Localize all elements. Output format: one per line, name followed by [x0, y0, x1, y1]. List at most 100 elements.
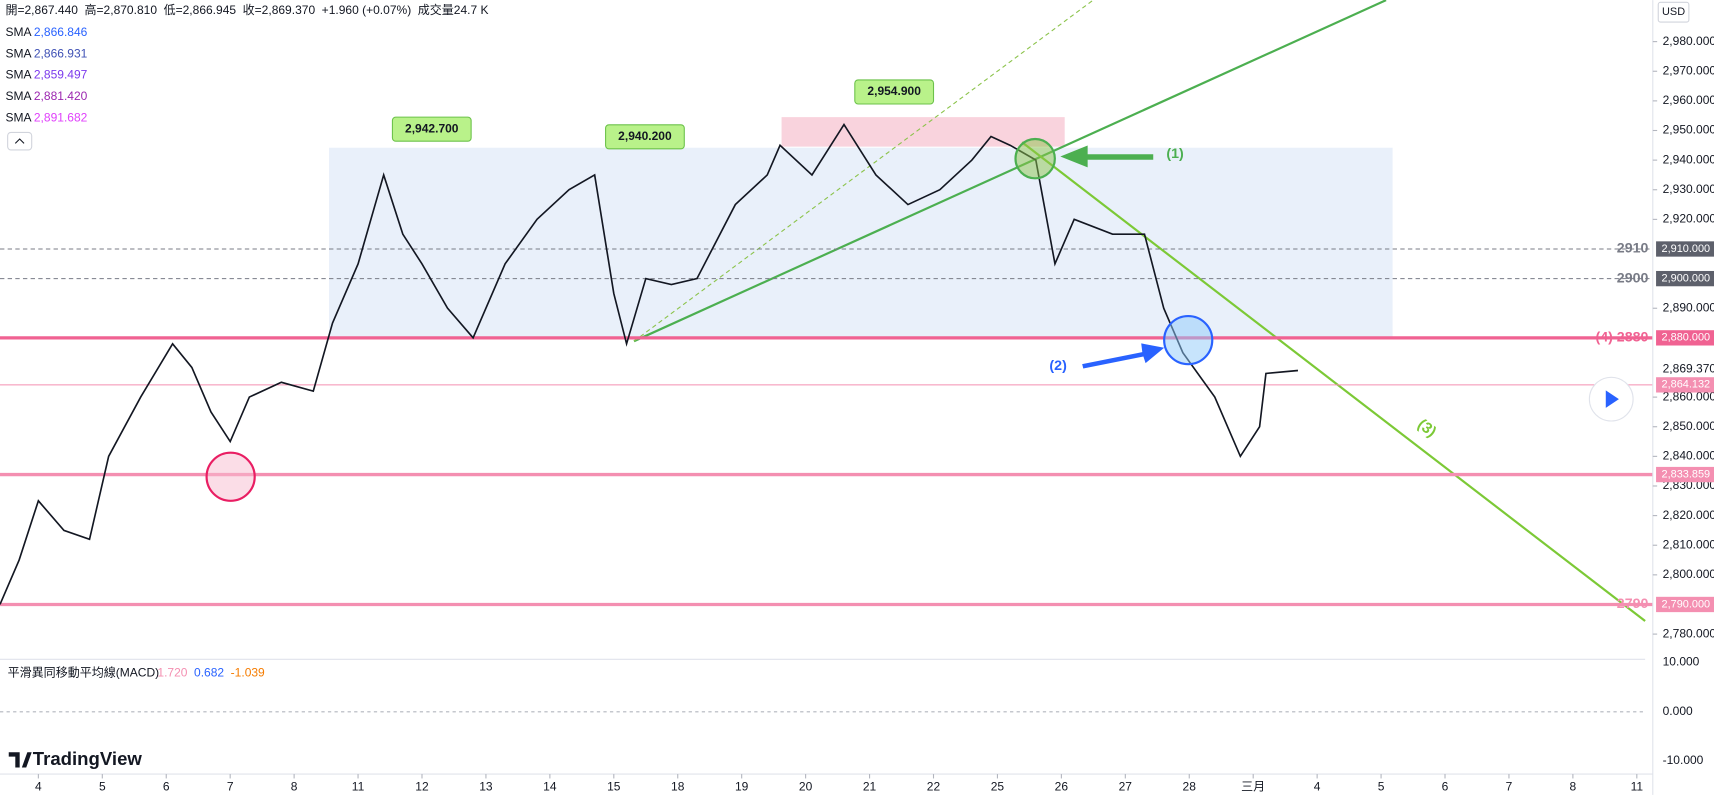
- ohlc-value: +1.960 (+0.07%): [322, 3, 412, 17]
- callout-box: [854, 79, 935, 105]
- sma-name: SMA: [5, 25, 31, 39]
- x-tick-label: 5: [99, 779, 106, 793]
- currency: USD: [1662, 6, 1685, 18]
- level-tag: 2910: [1617, 241, 1649, 257]
- sma-value: 2,866.846: [34, 25, 88, 39]
- x-tick-label: 8: [291, 779, 298, 793]
- x-tick-label: 25: [991, 779, 1005, 793]
- resistance-zone: [781, 117, 1065, 147]
- y-tick-label: 2,780.000: [1663, 626, 1714, 640]
- x-tick-label: 4: [1314, 779, 1321, 793]
- ohlc-value: 開=2,867.440: [5, 3, 78, 17]
- price-label-box: [1656, 596, 1714, 613]
- y-tick-label: 2,930.000: [1663, 182, 1714, 196]
- trend-line: [1021, 141, 1646, 622]
- macd-value: 1.720: [157, 666, 187, 680]
- macd-axis-label: 10.000: [1663, 655, 1700, 669]
- callout: 2,940.200: [618, 129, 672, 143]
- marker-circle: [205, 451, 256, 502]
- ohlc-value: 成交量24.7 K: [418, 2, 489, 17]
- sma-value: 2,881.420: [34, 89, 88, 103]
- x-tick-label: 26: [1055, 779, 1069, 793]
- macd-axis-label: -10.000: [1663, 753, 1704, 767]
- y-tick-label: 2,940.000: [1663, 152, 1714, 166]
- y-tick-label: 2,850.000: [1663, 419, 1714, 433]
- x-tick-label: 三月: [1241, 779, 1265, 793]
- play-icon: [1605, 390, 1619, 408]
- label: (1): [1166, 146, 1184, 162]
- macd-title: 平滑異同移動平均線(MACD): [8, 665, 160, 680]
- brand: TradingView: [33, 748, 143, 769]
- price-label-box: [1656, 330, 1714, 346]
- x-tick-label: 27: [1119, 779, 1133, 793]
- trend-line: [633, 0, 1387, 343]
- marker-circle: [1014, 137, 1056, 180]
- x-tick-label: 7: [1506, 779, 1513, 793]
- arrow: [1060, 145, 1154, 168]
- price-label: 2,900.000: [1662, 273, 1711, 285]
- ohlc-value: 收=2,869.370: [243, 3, 316, 17]
- y-tick-label: 2,970.000: [1663, 63, 1714, 77]
- x-tick-label: 20: [799, 779, 813, 793]
- macd-value: 0.682: [194, 666, 224, 680]
- price-label: 2,910.000: [1662, 243, 1711, 255]
- callout-box: [391, 116, 472, 142]
- y-tick-label: 2,980.000: [1663, 34, 1714, 48]
- ohlc-value: 低=2,866.945: [164, 3, 237, 17]
- price-label-box: [1656, 466, 1714, 483]
- price-label: 2,869.370: [1663, 362, 1714, 376]
- x-tick-label: 6: [1442, 779, 1449, 793]
- trend-line: [633, 0, 1094, 342]
- level-tag: 2790: [1617, 596, 1649, 612]
- y-tick-label: 2,840.000: [1663, 449, 1714, 463]
- y-tick-label: 2,890.000: [1663, 300, 1714, 314]
- y-tick-label: 2,920.000: [1663, 212, 1714, 226]
- x-tick-label: 11: [1631, 779, 1644, 793]
- level-tag: (4) 2880: [1596, 330, 1649, 346]
- callout: 2,942.700: [405, 121, 459, 135]
- chevron: [14, 138, 25, 144]
- range-zone: [329, 147, 1393, 340]
- sma-value: 2,859.497: [34, 68, 88, 82]
- x-tick-label: 6: [163, 779, 170, 793]
- sma-name: SMA: [5, 89, 31, 103]
- marker-circle: [1163, 314, 1214, 366]
- sma-name: SMA: [5, 110, 31, 124]
- y-tick-label: 2,960.000: [1663, 93, 1714, 107]
- x-tick-label: 21: [863, 779, 877, 793]
- sma-name: SMA: [5, 46, 31, 60]
- price-label-box: [1656, 241, 1714, 257]
- arrow: [1082, 343, 1165, 369]
- x-tick-label: 11: [352, 779, 365, 793]
- price-line: [0, 123, 1299, 605]
- price-label: 2,864.132: [1662, 379, 1711, 391]
- x-tick-label: 15: [607, 779, 621, 793]
- sma-value: 2,891.682: [34, 110, 88, 124]
- x-tick-label: 8: [1570, 779, 1577, 793]
- x-tick-label: 19: [735, 779, 749, 793]
- sma-name: SMA: [5, 68, 31, 82]
- ohlc-value: 高=2,870.810: [85, 2, 158, 17]
- x-tick-label: 28: [1183, 779, 1197, 793]
- label: (2): [1049, 358, 1067, 374]
- y-tick-label: 2,860.000: [1663, 389, 1714, 403]
- price-label-box: [1656, 270, 1714, 287]
- callout: 2,954.900: [867, 84, 921, 98]
- y-tick-label: 2,810.000: [1663, 537, 1714, 551]
- price-label: 2,833.859: [1662, 468, 1711, 480]
- macd-value: -1.039: [231, 666, 265, 680]
- x-tick-label: 13: [479, 779, 493, 793]
- currency-button[interactable]: [1657, 1, 1690, 23]
- y-tick-label: 2,820.000: [1663, 508, 1714, 522]
- collapse-button[interactable]: [7, 131, 33, 151]
- x-tick-label: 18: [671, 779, 685, 793]
- sma-value: 2,866.931: [34, 46, 88, 60]
- x-tick-label: 14: [543, 779, 557, 793]
- x-tick-label: 22: [927, 779, 941, 793]
- price-label: 2,790.000: [1662, 598, 1711, 610]
- callout-box: [605, 124, 685, 150]
- macd-axis-label: 0.000: [1663, 704, 1693, 718]
- x-tick-label: 5: [1378, 779, 1385, 793]
- x-tick-label: 12: [415, 779, 429, 793]
